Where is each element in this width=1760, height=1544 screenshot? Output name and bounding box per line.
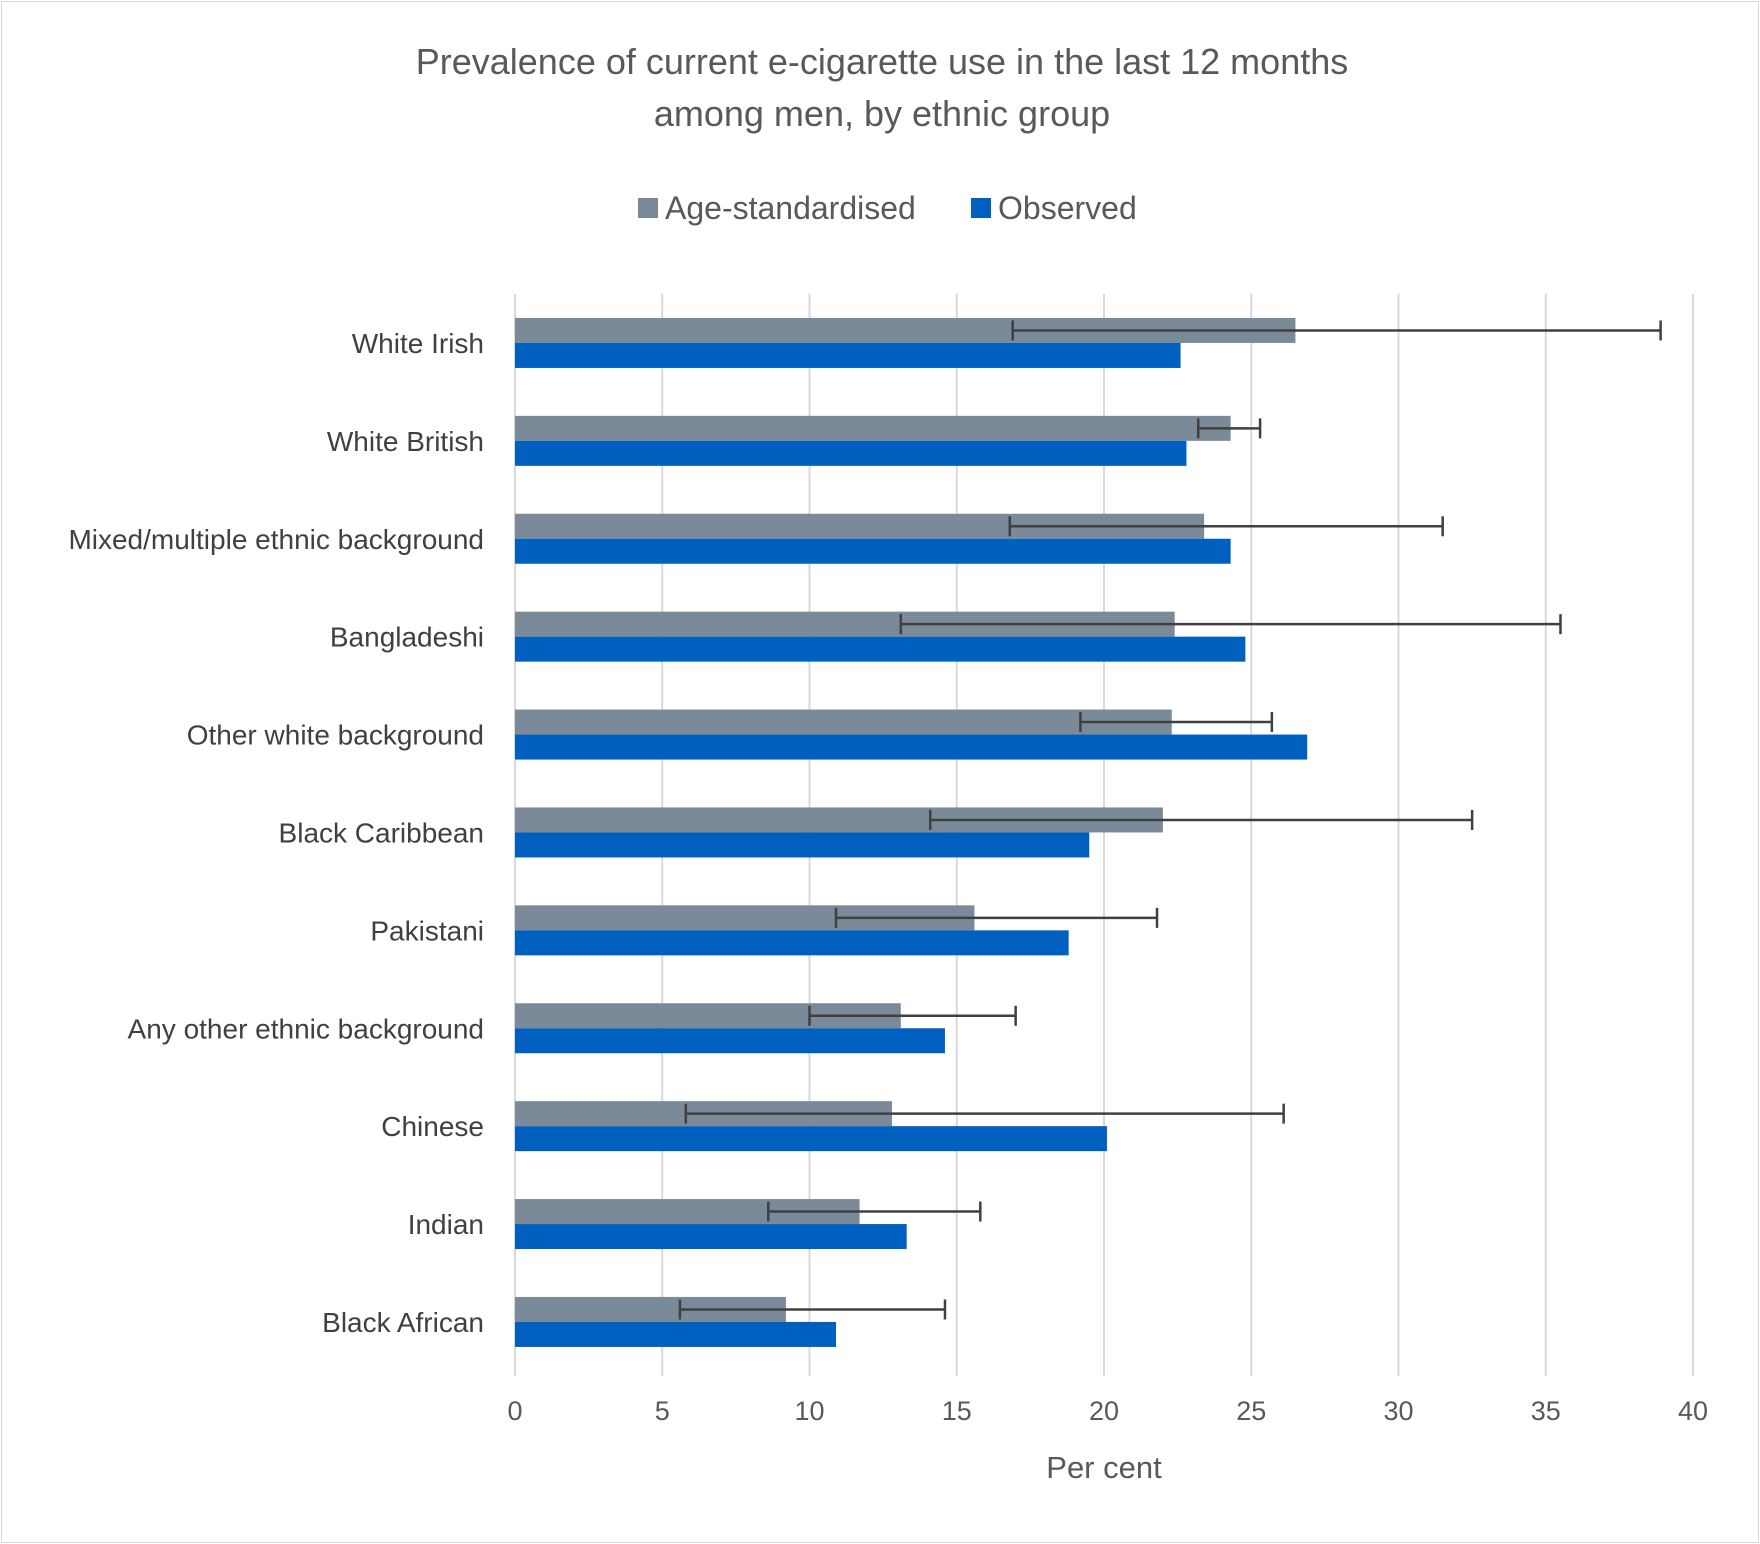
- error-bar: [899, 614, 1562, 635]
- bar-observed: [515, 1126, 1107, 1152]
- error-bar: [928, 809, 1474, 830]
- error-bar: [1011, 320, 1662, 341]
- error-bars: [678, 320, 1662, 1320]
- error-bar: [678, 1299, 947, 1320]
- legend-label-age-standardised: Age-standardised: [665, 190, 916, 226]
- category-label: Pakistani: [370, 915, 484, 946]
- legend-label-observed: Observed: [998, 190, 1137, 226]
- error-bar: [684, 1103, 1285, 1124]
- category-label: Bangladeshi: [330, 622, 484, 653]
- chart-title-line1: Prevalence of current e-cigarette use in…: [416, 41, 1349, 82]
- bar-observed: [515, 832, 1090, 858]
- x-tick-label: 30: [1383, 1396, 1413, 1426]
- error-bar: [1079, 712, 1274, 733]
- bars: [515, 317, 1308, 1347]
- bar-observed: [515, 1321, 837, 1347]
- chart-title-line2: among men, by ethnic group: [654, 93, 1110, 134]
- category-labels: White Irish White British Mixed/multiple e…: [68, 328, 484, 1338]
- category-label: Chinese: [381, 1111, 484, 1142]
- gridlines: [514, 294, 1694, 1376]
- bar-age-standardised: [515, 709, 1172, 735]
- bar-observed: [515, 342, 1181, 368]
- bar-observed: [515, 1028, 945, 1054]
- x-tick-labels: 0 5 10 15 20 25 30 35 40: [507, 1396, 1708, 1426]
- error-bar: [834, 907, 1159, 928]
- category-label: Any other ethnic background: [128, 1013, 484, 1044]
- category-label: Black African: [322, 1307, 484, 1338]
- x-axis-title: Per cent: [1046, 1450, 1162, 1485]
- category-label: Other white background: [187, 720, 484, 751]
- category-label: White Irish: [352, 328, 484, 359]
- legend-swatch-age-standardised: [638, 198, 658, 218]
- bar-observed: [515, 930, 1069, 956]
- bar-observed: [515, 440, 1187, 466]
- legend-swatch-observed: [971, 198, 991, 218]
- bar-age-standardised: [515, 415, 1231, 441]
- x-tick-label: 15: [942, 1396, 972, 1426]
- error-bar: [767, 1201, 982, 1222]
- bar-observed: [515, 1224, 907, 1250]
- error-bar: [1008, 516, 1444, 537]
- error-bar: [808, 1005, 1017, 1026]
- x-tick-label: 10: [794, 1396, 824, 1426]
- bar-observed: [515, 734, 1308, 760]
- bar-observed: [515, 538, 1231, 564]
- x-tick-label: 35: [1531, 1396, 1561, 1426]
- x-tick-label: 20: [1089, 1396, 1119, 1426]
- x-tick-label: 0: [507, 1396, 522, 1426]
- x-tick-label: 25: [1236, 1396, 1266, 1426]
- x-tick-label: 5: [655, 1396, 670, 1426]
- category-label: White British: [327, 426, 484, 457]
- bar-observed: [515, 636, 1246, 662]
- category-label: Mixed/multiple ethnic background: [68, 524, 484, 555]
- category-label: Black Caribbean: [279, 817, 484, 848]
- x-tick-label: 40: [1678, 1396, 1708, 1426]
- category-label: Indian: [408, 1209, 484, 1240]
- error-bar: [1196, 418, 1262, 439]
- legend: Age-standardised Observed: [638, 190, 1137, 226]
